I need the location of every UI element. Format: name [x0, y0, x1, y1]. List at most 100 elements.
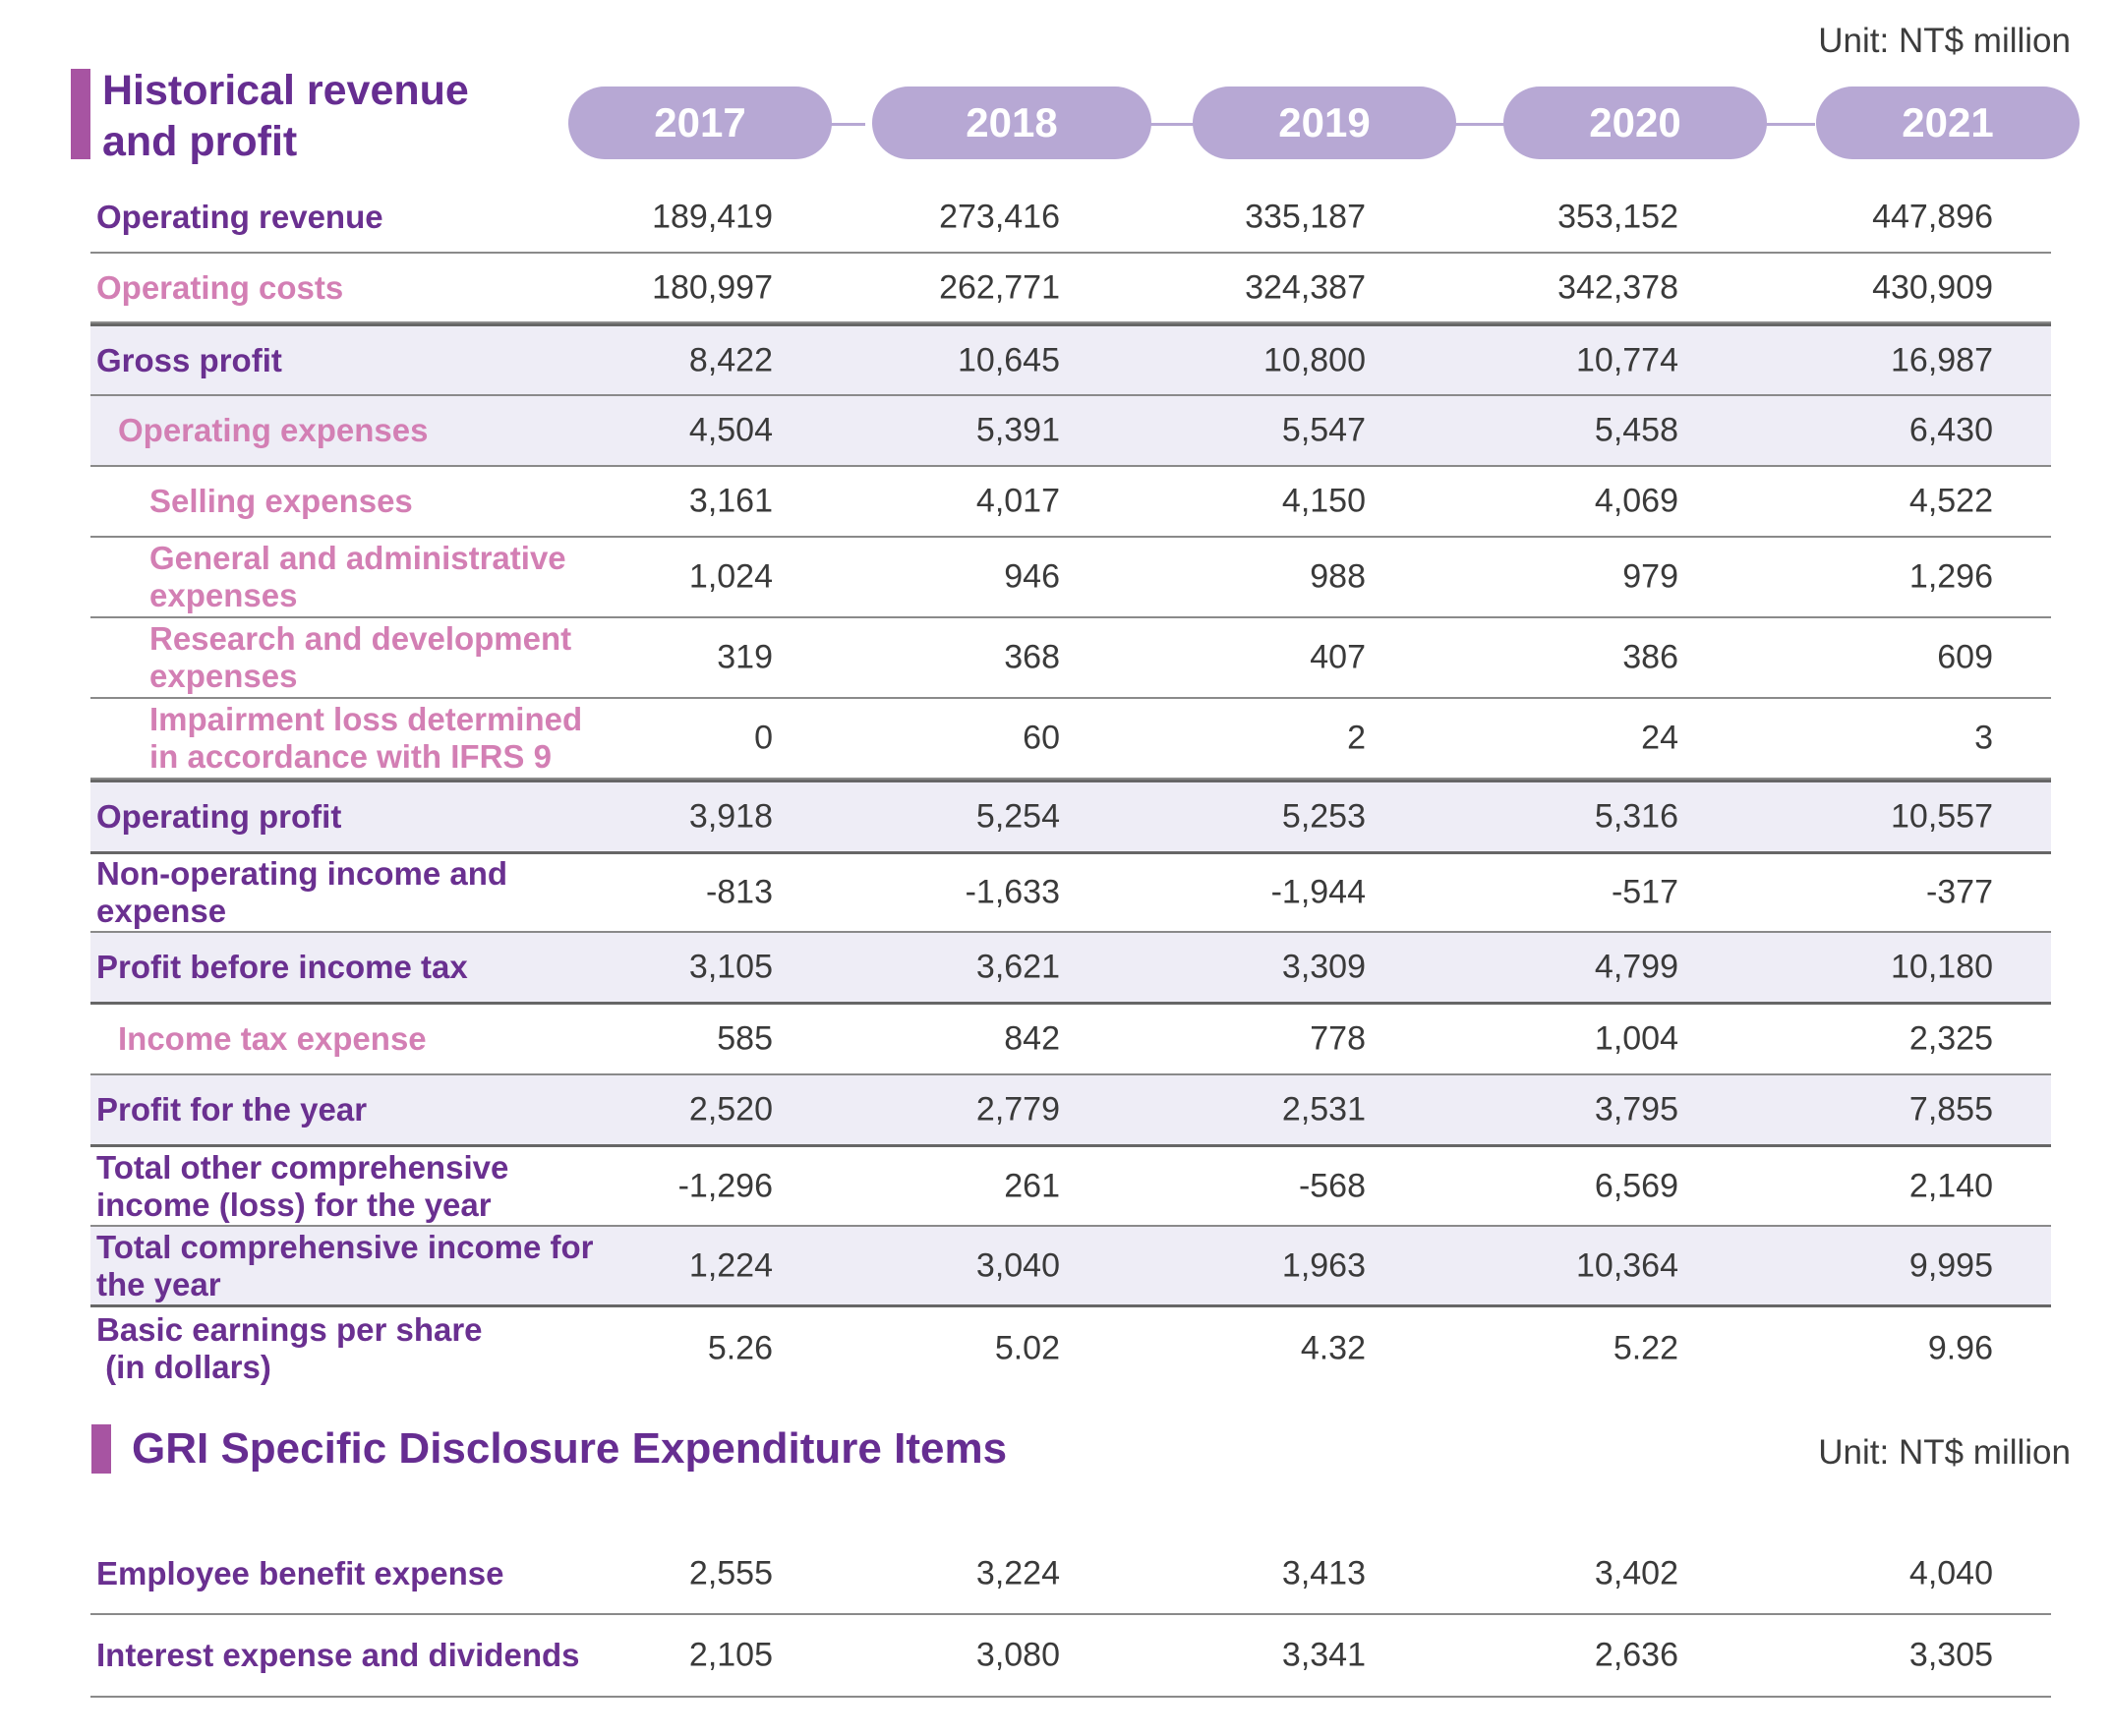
cell-value: 4,522 — [1908, 482, 1993, 520]
cell-value: 10,364 — [1576, 1246, 1678, 1284]
cell-value: 9.96 — [1927, 1329, 1993, 1367]
year-connector — [826, 123, 865, 126]
cell-value: 2,636 — [1594, 1636, 1678, 1674]
cell-value: -517 — [1611, 873, 1678, 911]
cell-value: 407 — [1310, 638, 1366, 676]
cell-value: 3,305 — [1908, 1636, 1993, 1674]
table-row: Gross profit 8,422 10,645 10,800 10,774 … — [90, 323, 2051, 396]
cell-value: 4.32 — [1300, 1329, 1366, 1367]
cell-value: 0 — [754, 719, 773, 757]
cell-value: 1,004 — [1594, 1019, 1678, 1058]
table-row: Employee benefit expense 2,555 3,224 3,4… — [90, 1534, 2051, 1615]
cell-value: 6,569 — [1594, 1167, 1678, 1204]
gri-expenditure-table: Employee benefit expense 2,555 3,224 3,4… — [90, 1534, 2051, 1698]
cell-value: 1,024 — [688, 557, 773, 596]
cell-value: 2,520 — [688, 1090, 773, 1128]
cell-value: 324,387 — [1245, 268, 1366, 306]
cell-value: 4,017 — [975, 482, 1060, 520]
table-row: Operating profit 3,918 5,254 5,253 5,316… — [90, 780, 2051, 854]
table-row: Operating expenses 4,504 5,391 5,547 5,4… — [90, 396, 2051, 467]
gri-unit-label: Unit: NT$ million — [1818, 1433, 2071, 1472]
cell-value: 4,504 — [688, 411, 773, 449]
table-row: Impairment loss determined in accordance… — [90, 699, 2051, 780]
cell-value: 261 — [1004, 1167, 1060, 1204]
cell-value: 319 — [717, 638, 773, 676]
cell-value: 3,621 — [975, 948, 1060, 986]
cell-value: 1,296 — [1908, 557, 1993, 596]
cell-value: 9,995 — [1908, 1246, 1993, 1284]
row-label: General and administrative expenses — [149, 540, 566, 613]
row-label: Total comprehensive income for the year — [96, 1228, 594, 1302]
table-row: Operating revenue 189,419 273,416 335,18… — [90, 183, 2051, 254]
cell-value: 4,069 — [1594, 482, 1678, 520]
cell-value: 5,391 — [975, 411, 1060, 449]
table-row: Basic earnings per share (in dollars) 5.… — [90, 1307, 2051, 1390]
cell-value: 368 — [1004, 638, 1060, 676]
year-header-2019: 2019 — [1193, 87, 1456, 159]
row-label: Non-operating income and expense — [96, 855, 508, 929]
cell-value: 2,140 — [1908, 1167, 1993, 1204]
cell-value: 353,152 — [1557, 198, 1678, 236]
cell-value: 180,997 — [652, 268, 773, 306]
cell-value: 7,855 — [1908, 1090, 1993, 1128]
table-row: Total comprehensive income for the year … — [90, 1227, 2051, 1307]
cell-value: 10,180 — [1891, 948, 1993, 986]
cell-value: 3,341 — [1281, 1636, 1366, 1674]
cell-value: 342,378 — [1557, 268, 1678, 306]
cell-value: 2,779 — [975, 1090, 1060, 1128]
cell-value: 988 — [1310, 557, 1366, 596]
table-row: Non-operating income and expense -813 -1… — [90, 854, 2051, 933]
cell-value: 609 — [1937, 638, 1993, 676]
cell-value: 16,987 — [1891, 341, 1993, 378]
cell-value: 3,795 — [1594, 1090, 1678, 1128]
cell-value: 3 — [1974, 719, 1993, 757]
row-label: Selling expenses — [149, 483, 413, 519]
cell-value: 10,800 — [1263, 341, 1366, 378]
title-accent-bar — [71, 69, 90, 159]
cell-value: 1,963 — [1281, 1246, 1366, 1284]
cell-value: 60 — [1023, 719, 1060, 757]
unit-label: Unit: NT$ million — [1818, 22, 2071, 60]
cell-value: 2,555 — [688, 1554, 773, 1592]
cell-value: -568 — [1298, 1167, 1366, 1204]
cell-value: 4,799 — [1594, 948, 1678, 986]
cell-value: 24 — [1641, 719, 1678, 757]
cell-value: 6,430 — [1908, 411, 1993, 449]
cell-value: 10,774 — [1576, 341, 1678, 378]
year-header-2017: 2017 — [568, 87, 832, 159]
cell-value: -1,944 — [1270, 873, 1366, 911]
row-label: Basic earnings per share (in dollars) — [96, 1311, 483, 1385]
row-label: Interest expense and dividends — [96, 1637, 580, 1673]
cell-value: 5,547 — [1281, 411, 1366, 449]
cell-value: 5.22 — [1613, 1329, 1678, 1367]
cell-value: 189,419 — [652, 198, 773, 236]
table-row: Profit before income tax 3,105 3,621 3,3… — [90, 933, 2051, 1005]
gri-section-title: GRI Specific Disclosure Expenditure Item… — [132, 1424, 1008, 1473]
cell-value: 2,105 — [688, 1636, 773, 1674]
row-label: Operating expenses — [118, 412, 429, 448]
row-label: Profit before income tax — [96, 949, 468, 985]
year-connector — [1766, 123, 1815, 126]
cell-value: 4,040 — [1908, 1554, 1993, 1592]
revenue-profit-table: Operating revenue 189,419 273,416 335,18… — [90, 183, 2051, 1390]
cell-value: 2,325 — [1908, 1019, 1993, 1058]
row-label: Impairment loss determined in accordance… — [149, 701, 583, 775]
cell-value: 262,771 — [939, 268, 1060, 306]
cell-value: -813 — [705, 873, 773, 911]
cell-value: 447,896 — [1872, 198, 1993, 236]
cell-value: 10,645 — [958, 341, 1060, 378]
cell-value: 946 — [1004, 557, 1060, 596]
table-row: Selling expenses 3,161 4,017 4,150 4,069… — [90, 467, 2051, 538]
table-row: General and administrative expenses 1,02… — [90, 538, 2051, 618]
cell-value: 3,224 — [975, 1554, 1060, 1592]
cell-value: 3,402 — [1594, 1554, 1678, 1592]
cell-value: 386 — [1622, 638, 1678, 676]
cell-value: 585 — [717, 1019, 773, 1058]
row-label: Total other comprehensive income (loss) … — [96, 1148, 509, 1223]
cell-value: -1,296 — [677, 1167, 773, 1204]
table-row: Research and development expenses 319 36… — [90, 618, 2051, 699]
row-label: Research and development expenses — [149, 620, 572, 694]
cell-value: 335,187 — [1245, 198, 1366, 236]
row-label: Employee benefit expense — [96, 1555, 504, 1591]
cell-value: 3,040 — [975, 1246, 1060, 1284]
